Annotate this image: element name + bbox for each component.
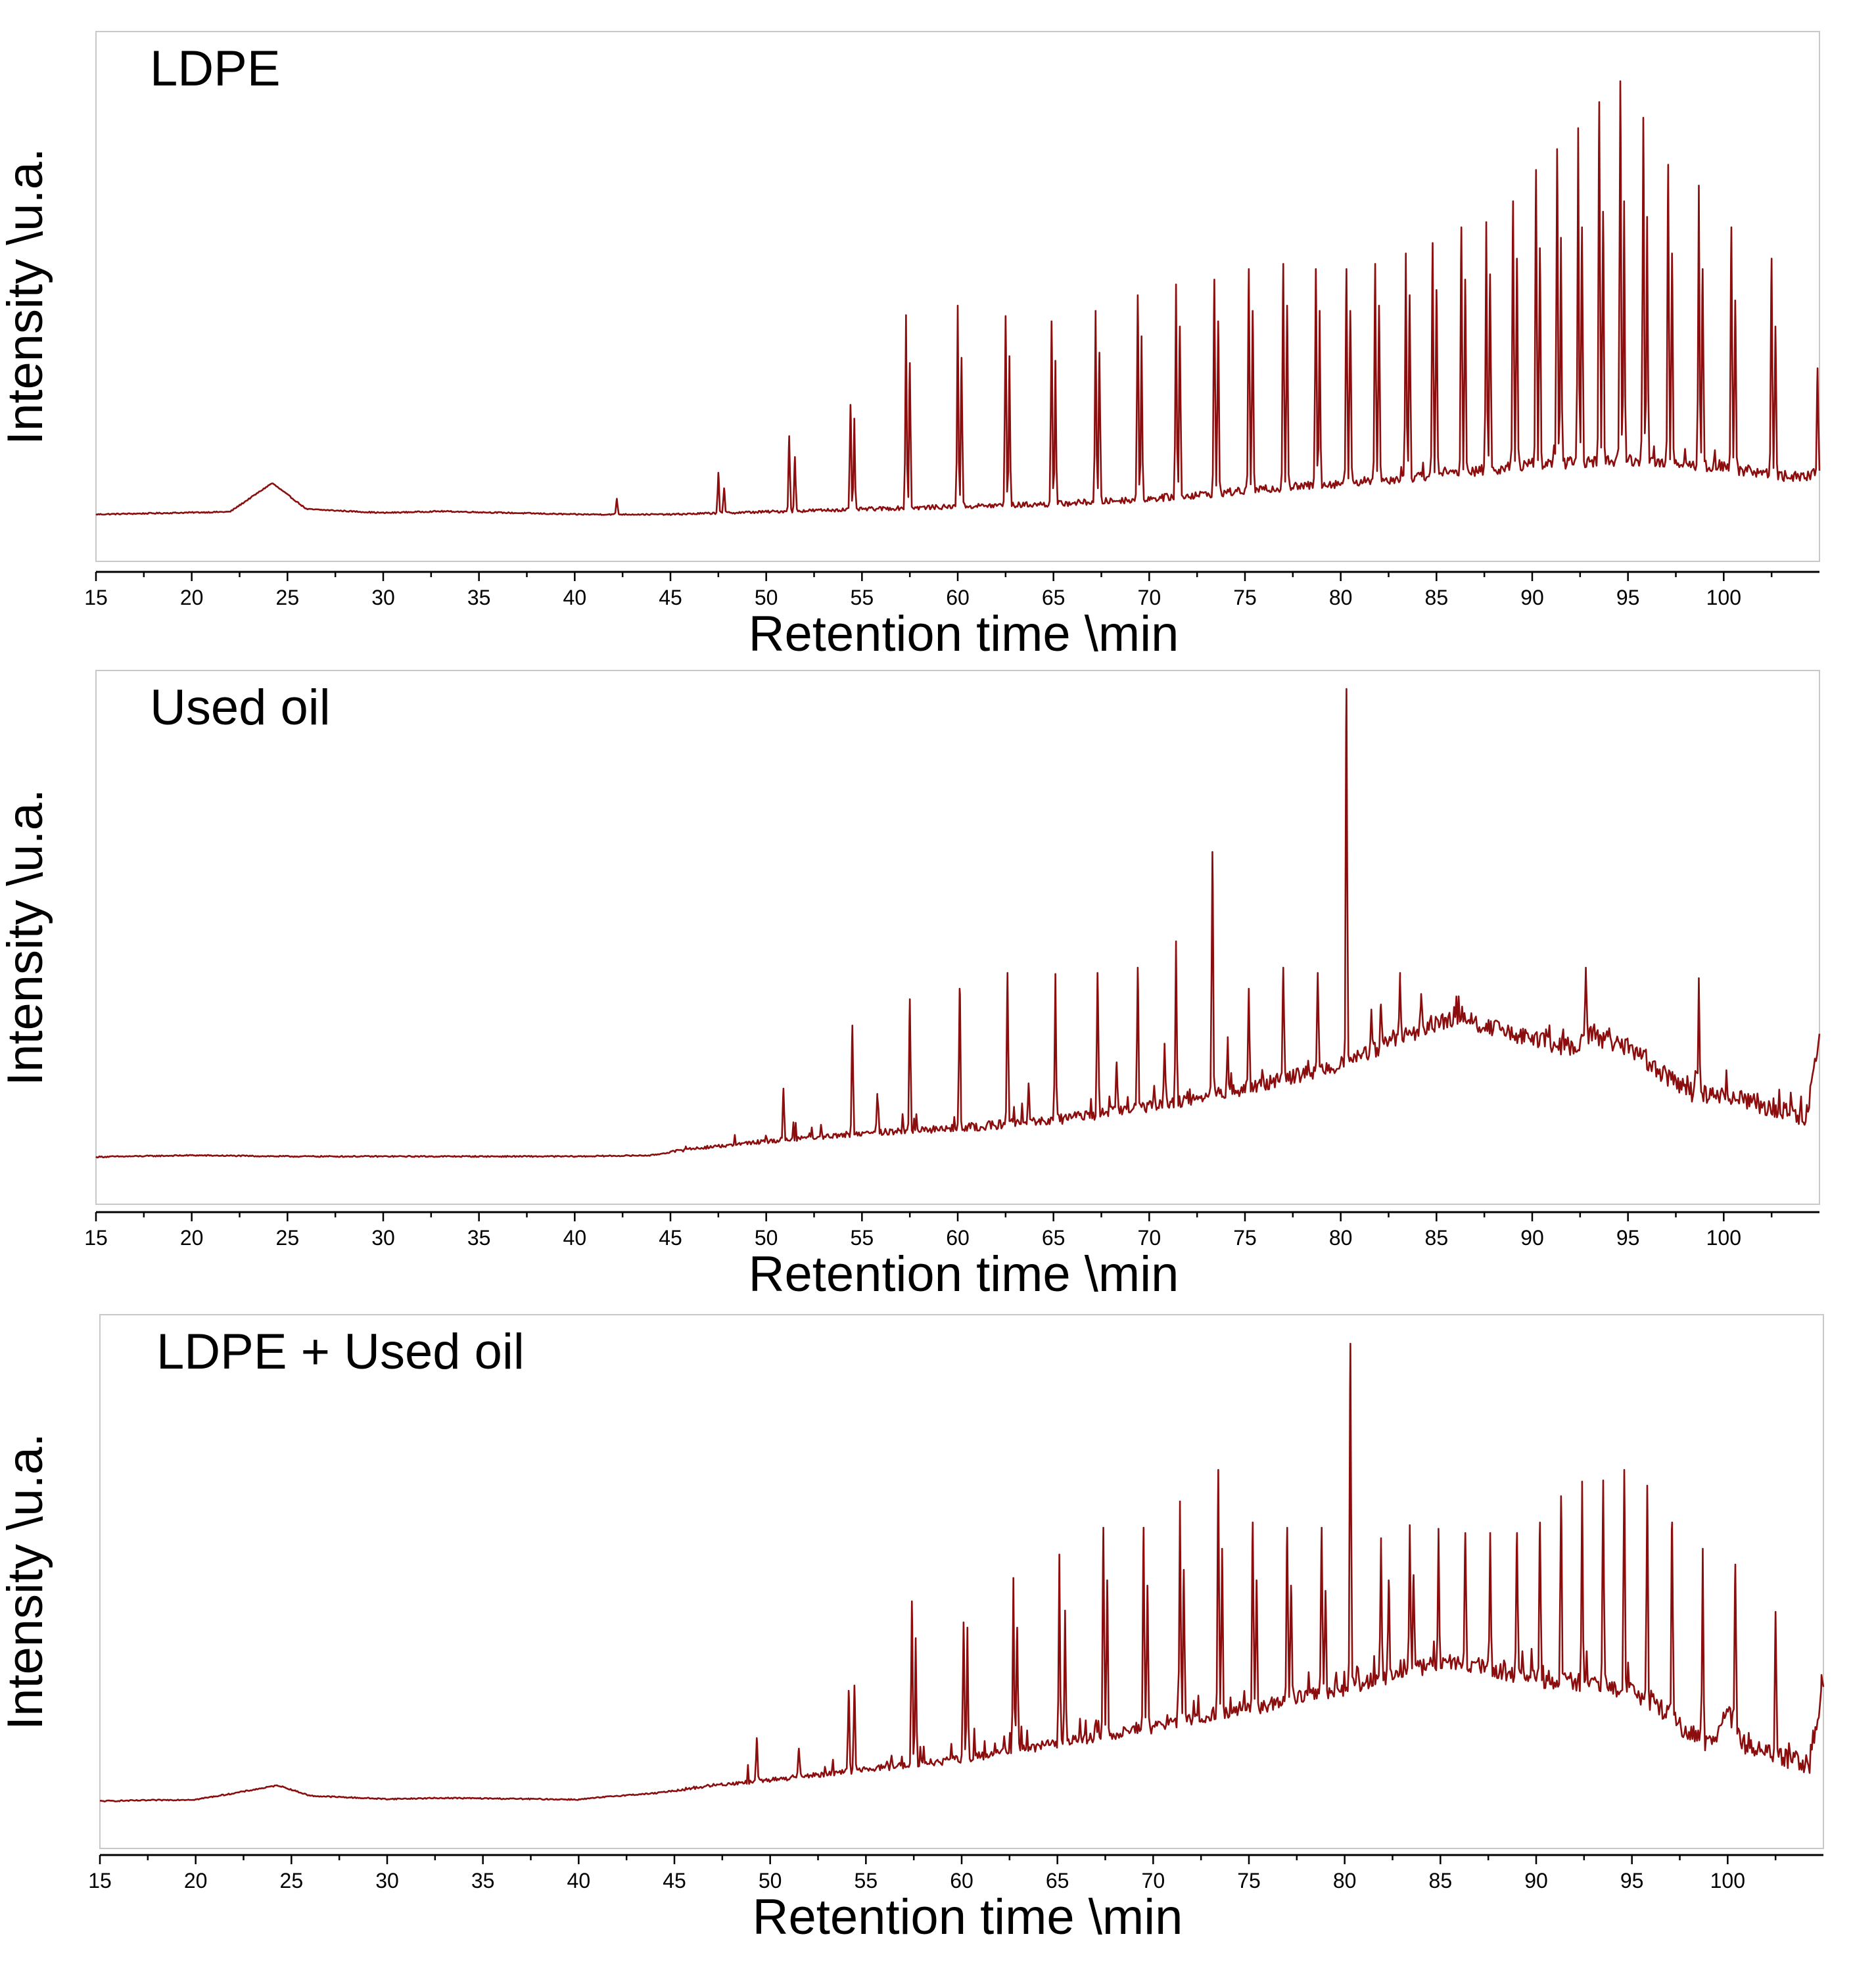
- panel-title: LDPE + Used oil: [156, 1324, 525, 1380]
- x-tick-label: 95: [1616, 586, 1640, 609]
- chart-panel: 15 20 25 30 35 40 45 50 55 60 65 70 75 80 85 90 95 100 Ret…: [0, 670, 1821, 1302]
- y-axis-title: Intensity \u.a.: [0, 1433, 53, 1730]
- x-tick-label: 100: [1710, 1869, 1745, 1892]
- x-tick-label: 55: [855, 1869, 878, 1892]
- chart-panel: 15 20 25 30 35 40 45 50 55 60 65 70 75 80 85 90 95 100 Ret…: [0, 1314, 1825, 1945]
- x-tick-label: 100: [1706, 586, 1741, 609]
- x-tick-label: 20: [184, 1869, 208, 1892]
- x-tick-label: 25: [276, 1226, 300, 1250]
- x-tick-label: 80: [1329, 1226, 1353, 1250]
- y-axis-title: Intensity \u.a.: [0, 148, 53, 445]
- x-tick-label: 50: [755, 1226, 778, 1250]
- x-tick-label: 90: [1520, 586, 1544, 609]
- x-tick-label: 60: [946, 1226, 970, 1250]
- x-tick-label: 45: [659, 586, 682, 609]
- chromatogram-trace: [99, 1342, 1825, 1802]
- panel-title: Used oil: [150, 680, 331, 736]
- x-tick-label: 80: [1329, 586, 1353, 609]
- x-tick-label: 15: [84, 586, 108, 609]
- x-tick-label: 30: [375, 1869, 399, 1892]
- x-axis-title: Retention time \min: [753, 1889, 1183, 1945]
- x-tick-label: 85: [1425, 586, 1449, 609]
- x-tick-label: 30: [371, 586, 395, 609]
- x-tick-label: 90: [1520, 1226, 1544, 1250]
- x-tick-label: 25: [276, 586, 300, 609]
- x-tick-label: 60: [946, 586, 970, 609]
- x-tick-label: 65: [1042, 1226, 1066, 1250]
- x-tick-label: 35: [467, 586, 491, 609]
- x-tick-label: 40: [563, 1226, 587, 1250]
- x-tick-label: 95: [1616, 1226, 1640, 1250]
- x-tick-label: 45: [663, 1869, 686, 1892]
- chart-panel: 15 20 25 30 35 40 45 50 55 60 65 70 75 80 85 90 95 100 Ret…: [0, 31, 1821, 662]
- x-tick-label: 35: [467, 1226, 491, 1250]
- x-tick-label: 55: [851, 1226, 874, 1250]
- x-tick-label: 15: [84, 1226, 108, 1250]
- plot-frame: [95, 31, 1820, 562]
- x-tick-label: 35: [471, 1869, 495, 1892]
- x-axis-title: Retention time \min: [749, 606, 1179, 662]
- x-tick-label: 15: [88, 1869, 112, 1892]
- y-axis-title: Intensity \u.a.: [0, 789, 53, 1086]
- x-tick-label: 50: [755, 586, 778, 609]
- x-tick-label: 100: [1706, 1226, 1741, 1250]
- x-tick-label: 40: [567, 1869, 591, 1892]
- x-tick-label: 75: [1233, 586, 1257, 609]
- x-tick-label: 75: [1233, 1226, 1257, 1250]
- x-tick-label: 55: [851, 586, 874, 609]
- x-tick-label: 65: [1042, 586, 1066, 609]
- x-tick-label: 65: [1046, 1869, 1069, 1892]
- chromatogram-trace: [95, 80, 1821, 516]
- x-tick-label: 70: [1138, 586, 1161, 609]
- x-axis-title: Retention time \min: [749, 1246, 1179, 1302]
- x-tick-label: 95: [1620, 1869, 1644, 1892]
- x-tick-label: 60: [950, 1869, 973, 1892]
- x-tick-label: 70: [1138, 1226, 1161, 1250]
- x-tick-label: 20: [180, 586, 204, 609]
- x-tick-label: 90: [1524, 1869, 1548, 1892]
- plot-frame: [95, 670, 1820, 1205]
- x-tick-label: 50: [759, 1869, 782, 1892]
- x-tick-label: 80: [1333, 1869, 1357, 1892]
- x-tick-label: 85: [1425, 1226, 1449, 1250]
- panel-title: LDPE: [150, 41, 281, 97]
- x-tick-label: 85: [1429, 1869, 1453, 1892]
- chromatogram-trace: [95, 688, 1821, 1159]
- x-tick-label: 40: [563, 586, 587, 609]
- x-tick-label: 70: [1142, 1869, 1165, 1892]
- x-tick-label: 45: [659, 1226, 682, 1250]
- x-tick-label: 20: [180, 1226, 204, 1250]
- x-tick-label: 25: [280, 1869, 304, 1892]
- plot-frame: [99, 1314, 1824, 1849]
- x-tick-label: 30: [371, 1226, 395, 1250]
- x-tick-label: 75: [1237, 1869, 1261, 1892]
